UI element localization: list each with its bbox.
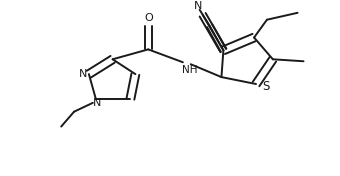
Text: S: S (262, 80, 270, 93)
Text: O: O (145, 13, 154, 23)
Text: NH: NH (182, 65, 198, 75)
Text: N: N (79, 69, 87, 79)
Text: N: N (92, 98, 101, 108)
Text: N: N (193, 1, 202, 11)
